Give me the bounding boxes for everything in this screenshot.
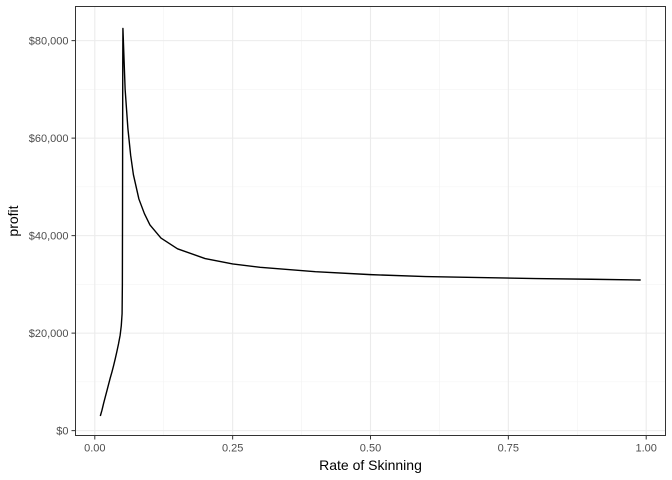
y-tick-label: $40,000 xyxy=(29,231,69,243)
x-tick-label: 0.50 xyxy=(360,443,381,455)
major-gridlines xyxy=(75,6,666,436)
x-tick-label: 0.25 xyxy=(222,443,243,455)
series-line-profit xyxy=(99,27,641,417)
x-axis-title: Rate of Skinning xyxy=(319,457,422,473)
x-axis: 0.00 0.25 0.50 0.75 1.00 xyxy=(84,435,657,455)
y-tick-label: $0 xyxy=(56,426,68,438)
x-tick-label: 0.75 xyxy=(498,443,519,455)
y-tick-label: $60,000 xyxy=(29,133,69,145)
x-tick-label: 1.00 xyxy=(635,443,656,455)
series-layer xyxy=(99,27,641,417)
y-tick-label: $80,000 xyxy=(29,36,69,48)
x-tick-label: 0.00 xyxy=(84,443,105,455)
y-axis-title: profit xyxy=(5,205,21,236)
y-axis: $0 $20,000 $40,000 $60,000 $80,000 xyxy=(29,36,76,438)
y-tick-label: $20,000 xyxy=(29,328,69,340)
